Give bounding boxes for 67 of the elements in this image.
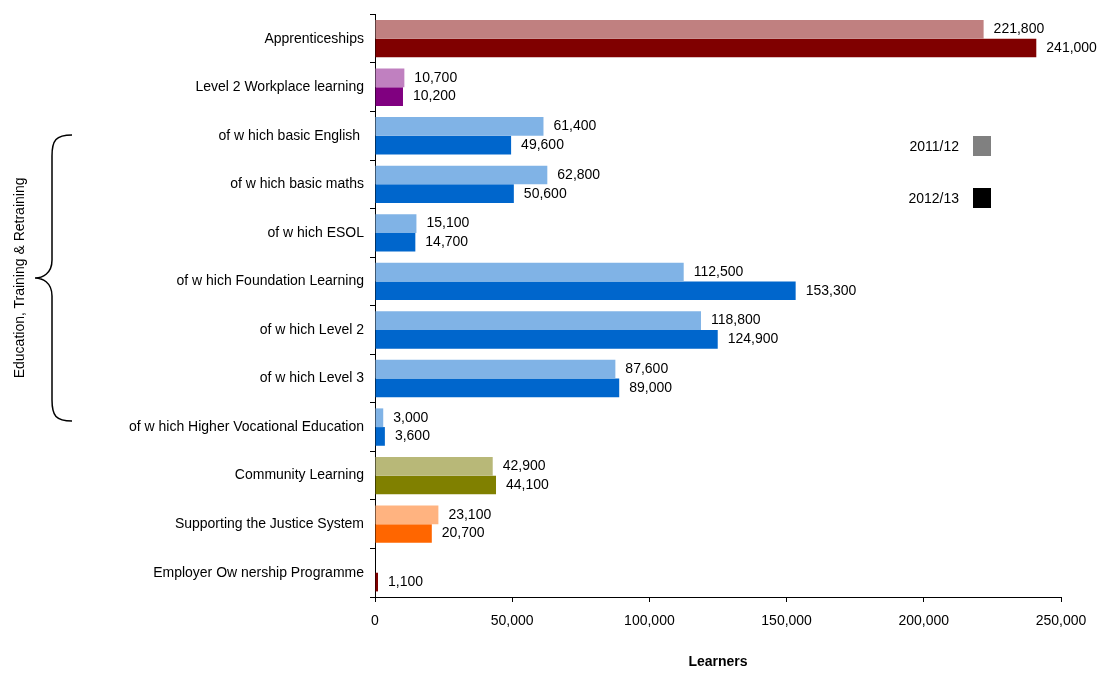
data-label: 23,100 — [448, 505, 492, 522]
data-label: 3,600 — [394, 427, 431, 444]
bar — [375, 19, 984, 39]
bar — [375, 214, 417, 233]
data-label: 50,600 — [523, 184, 567, 201]
x-tick-label: 100,000 — [624, 612, 675, 629]
bar — [375, 38, 1037, 58]
bar — [375, 135, 512, 155]
y-tick-label: Level 2 Workplace learning — [195, 78, 364, 95]
bar — [375, 87, 403, 106]
bar — [375, 117, 544, 136]
data-label: 153,300 — [805, 281, 857, 298]
y-tick-label: of w hich basic maths — [230, 175, 364, 192]
bar — [375, 505, 439, 525]
bar — [375, 359, 616, 379]
y-tick-label: of w hich ESOL — [267, 223, 365, 240]
data-label: 14,700 — [425, 233, 469, 250]
bar — [375, 311, 701, 330]
y-tick-label: of w hich Level 3 — [259, 369, 365, 386]
data-label: 124,900 — [727, 330, 779, 347]
bar — [375, 232, 416, 252]
data-label: 221,800 — [993, 20, 1045, 37]
data-label: 61,400 — [553, 117, 597, 134]
data-label: 118,800 — [710, 311, 761, 328]
bar — [375, 524, 432, 543]
y-tick-label: Community Learning — [234, 466, 364, 483]
bar — [375, 475, 497, 495]
data-label: 44,100 — [506, 475, 550, 492]
x-tick-label: 0 — [371, 612, 380, 629]
bar — [375, 262, 684, 282]
data-label: 87,600 — [625, 360, 669, 377]
bar — [375, 408, 384, 428]
text: Education, Training & Retraining — [10, 177, 27, 379]
x-tick-label: 200,000 — [898, 612, 950, 629]
data-label: 62,800 — [557, 165, 601, 182]
data-label: 42,900 — [502, 457, 546, 474]
x-tick-label: 250,000 — [1035, 612, 1087, 629]
bar — [375, 281, 796, 301]
y-tick-label: Apprenticeships — [264, 29, 364, 46]
data-label: 89,000 — [629, 378, 673, 395]
data-label: 1,100 — [388, 572, 424, 589]
bar — [375, 378, 620, 398]
data-label: 49,600 — [521, 135, 565, 152]
data-label: 112,500 — [693, 262, 744, 279]
data-label: 20,700 — [441, 524, 485, 541]
y-tick-label: of w hich Higher Vocational Education — [128, 417, 364, 434]
bar — [375, 165, 548, 185]
y-tick-label: Supporting the Justice System — [174, 515, 364, 532]
y-tick-label: of w hich Foundation Learning — [176, 272, 364, 289]
text: 2012/13 — [908, 190, 959, 207]
data-label: 241,000 — [1046, 38, 1098, 55]
x-tick-label: 50,000 — [490, 612, 534, 629]
x-axis-title: Learners — [688, 653, 748, 670]
x-tick-label: 150,000 — [761, 612, 813, 629]
y-tick-label: of w hich Level 2 — [259, 320, 365, 337]
bar — [375, 427, 385, 446]
data-label: 10,200 — [412, 87, 457, 104]
data-label: 15,100 — [426, 214, 470, 231]
bar — [375, 329, 718, 349]
data-label: 10,700 — [414, 68, 458, 85]
y-tick-label: of w hich basic English — [218, 126, 364, 143]
text: 2011/12 — [909, 138, 959, 155]
y-tick-label: Employer Ow nership Programme — [153, 563, 365, 580]
bar — [375, 184, 514, 204]
bar — [375, 68, 405, 88]
data-label: 3,000 — [393, 408, 429, 425]
bar — [375, 456, 493, 476]
